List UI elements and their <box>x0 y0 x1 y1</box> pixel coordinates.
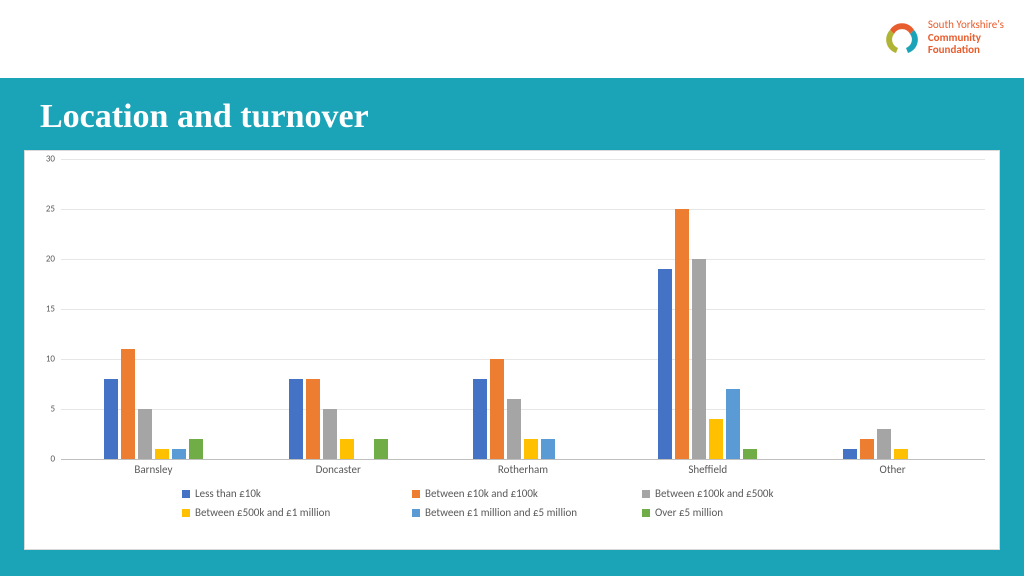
y-tick: 20 <box>46 254 55 265</box>
bar <box>658 269 672 459</box>
bar-group <box>800 159 985 459</box>
legend-label: Less than £10k <box>195 487 261 500</box>
main-panel: Location and turnover 0 5 10 15 20 25 30 Barns… <box>0 78 1024 576</box>
bar <box>709 419 723 459</box>
legend-label: Between £500k and £1 million <box>195 506 330 519</box>
x-label: Barnsley <box>61 459 246 479</box>
chart-panel: 0 5 10 15 20 25 30 BarnsleyDoncasterRotherhamS… <box>24 150 1000 550</box>
bar <box>743 449 757 459</box>
logo-text: South Yorkshire's Community Foundation <box>928 19 1004 57</box>
bar <box>323 409 337 459</box>
bar <box>289 379 303 459</box>
bar-group <box>615 159 800 459</box>
legend-label: Between £100k and £500k <box>655 487 773 500</box>
bar <box>155 449 169 459</box>
legend-item: Less than £10k <box>182 487 382 500</box>
bar <box>726 389 740 459</box>
logo-arc-right <box>906 30 918 53</box>
logo-mark <box>884 18 920 58</box>
legend: Less than £10k Between £10k and £100k Betw… <box>35 487 989 519</box>
bar <box>877 429 891 459</box>
legend-item: Between £500k and £1 million <box>182 506 382 519</box>
bar <box>121 349 135 459</box>
page-title: Location and turnover <box>0 78 1024 150</box>
legend-swatch <box>182 490 190 498</box>
legend-item: Over £5 million <box>642 506 842 519</box>
legend-item: Between £10k and £100k <box>412 487 612 500</box>
bar <box>507 399 521 459</box>
y-tick: 15 <box>46 304 55 315</box>
bar <box>473 379 487 459</box>
legend-item: Between £1 million and £5 million <box>412 506 612 519</box>
logo-arc-left <box>886 30 898 53</box>
bar <box>860 439 874 459</box>
y-tick: 10 <box>46 354 55 365</box>
legend-label: Between £1 million and £5 million <box>425 506 577 519</box>
x-label: Rotherham <box>431 459 616 479</box>
bar-group <box>61 159 246 459</box>
y-tick: 5 <box>50 404 55 415</box>
bar <box>524 439 538 459</box>
bar <box>138 409 152 459</box>
legend-swatch <box>412 509 420 517</box>
logo: South Yorkshire's Community Foundation <box>884 18 1004 58</box>
y-axis: 051015202530 <box>35 159 59 459</box>
bar-groups <box>61 159 985 459</box>
bar <box>692 259 706 459</box>
bar <box>104 379 118 459</box>
bar-group <box>431 159 616 459</box>
y-tick: 25 <box>46 204 55 215</box>
bar <box>172 449 186 459</box>
logo-line3: Foundation <box>928 44 1004 57</box>
logo-arc-top <box>890 23 914 34</box>
x-label: Doncaster <box>246 459 431 479</box>
legend-swatch <box>642 509 650 517</box>
bar <box>189 439 203 459</box>
x-label: Other <box>800 459 985 479</box>
legend-swatch <box>412 490 420 498</box>
bar <box>306 379 320 459</box>
header-strip: South Yorkshire's Community Foundation <box>0 0 1024 78</box>
bar <box>340 439 354 459</box>
bar <box>374 439 388 459</box>
y-tick: 30 <box>46 154 55 165</box>
y-tick: 0 <box>50 454 55 465</box>
bar <box>894 449 908 459</box>
legend-label: Over £5 million <box>655 506 723 519</box>
bar <box>843 449 857 459</box>
bar <box>675 209 689 459</box>
legend-label: Between £10k and £100k <box>425 487 538 500</box>
x-label: Sheffield <box>615 459 800 479</box>
legend-swatch <box>182 509 190 517</box>
bar <box>541 439 555 459</box>
bar-group <box>246 159 431 459</box>
legend-swatch <box>642 490 650 498</box>
x-axis-labels: BarnsleyDoncasterRotherhamSheffieldOther <box>61 459 985 479</box>
logo-line1: South Yorkshire's <box>928 19 1004 32</box>
legend-item: Between £100k and £500k <box>642 487 842 500</box>
plot-area: 051015202530 BarnsleyDoncasterRotherhamS… <box>35 159 989 479</box>
bar <box>490 359 504 459</box>
